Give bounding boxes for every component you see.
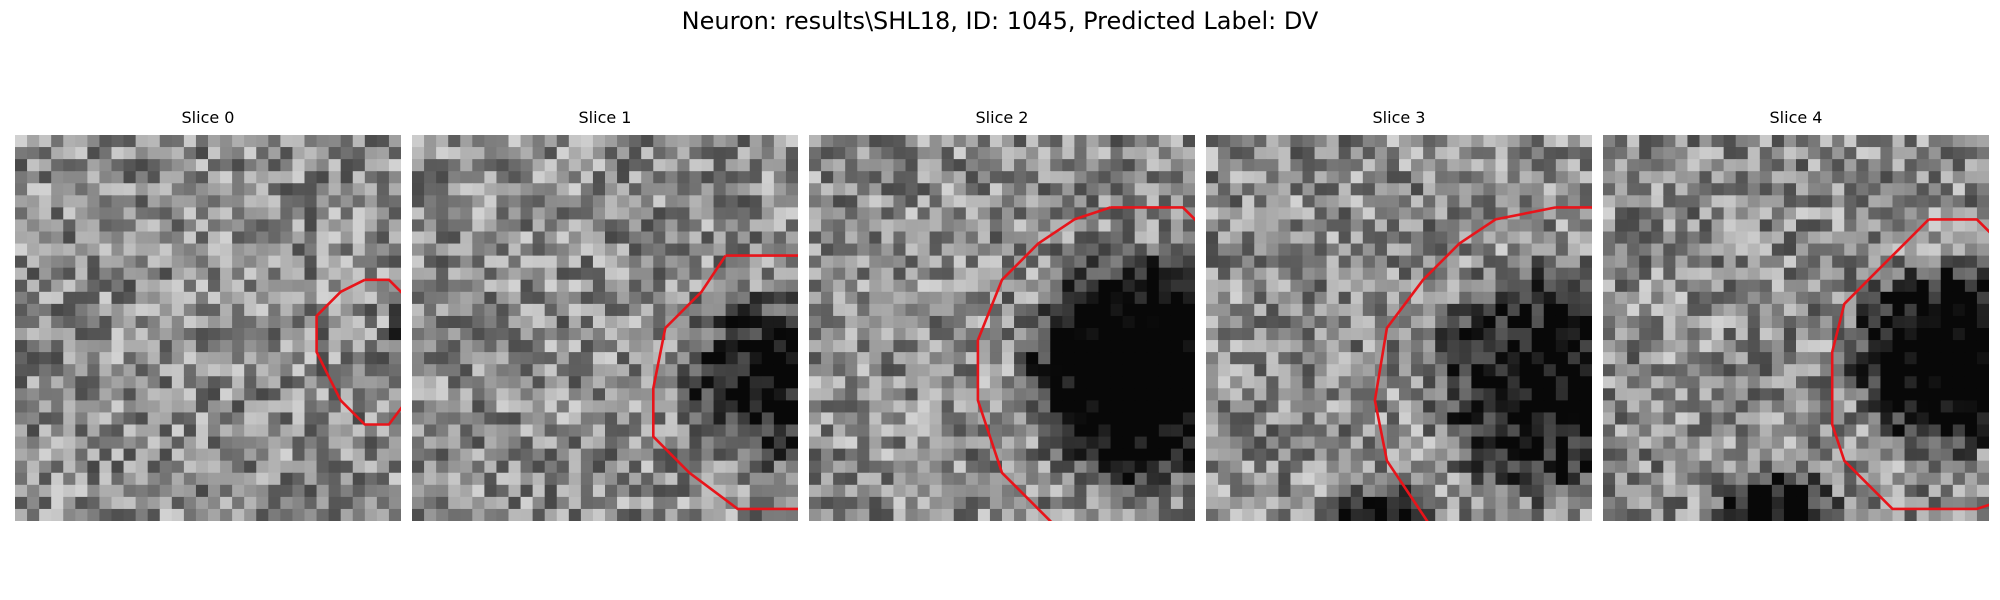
slice-image [412,135,798,521]
figure-title: Neuron: results\SHL18, ID: 1045, Predict… [681,7,1319,35]
slice-image [1603,135,1989,521]
pixel-grid [809,135,1195,521]
pixel-grid [412,135,798,521]
slice-title: Slice 0 [181,108,235,127]
slice-panel-1: Slice 1 [412,108,798,521]
slice-image [1206,135,1592,521]
segmentation-contour [652,254,798,511]
slice-panel-2: Slice 2 [809,108,1195,521]
pixel-grid [15,135,401,521]
slice-title: Slice 2 [975,108,1029,127]
slice-panel-4: Slice 4 [1603,108,1989,521]
pixel-grid [1603,135,1989,521]
slice-title: Slice 4 [1769,108,1823,127]
slice-panel-0: Slice 0 [15,108,401,521]
segmentation-contour [1830,218,1989,511]
segmentation-contour [976,206,1195,521]
segmentation-contour [1373,206,1592,521]
pixel-grid [1206,135,1592,521]
segmentation-contour [315,278,401,426]
slice-panel-3: Slice 3 [1206,108,1592,521]
slice-title: Slice 1 [578,108,632,127]
slice-image [809,135,1195,521]
slice-title: Slice 3 [1372,108,1426,127]
slice-image [15,135,401,521]
